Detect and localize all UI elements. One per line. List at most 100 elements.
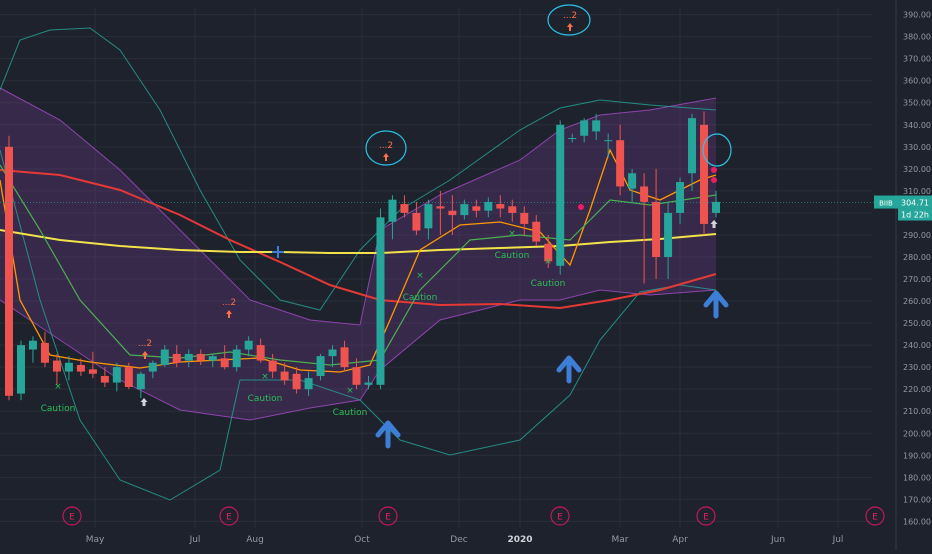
caution-label: Caution (495, 251, 530, 261)
candle[interactable] (76, 364, 85, 372)
candle[interactable] (40, 342, 49, 363)
time-axis[interactable]: May Jul Aug Oct Dec 2020 Mar Apr Jun Jul (86, 535, 844, 545)
candle[interactable] (640, 186, 649, 202)
highlight-circle-annotation (547, 4, 591, 36)
candle[interactable] (28, 340, 37, 350)
white-up-arrow-marker (710, 220, 718, 228)
caution-x-marker: × (54, 382, 62, 392)
y-tick-label: 310.00 (903, 187, 931, 196)
candle[interactable] (52, 360, 61, 372)
candle[interactable] (580, 120, 589, 136)
earnings-marker[interactable] (865, 506, 885, 526)
candle[interactable] (244, 340, 253, 350)
earnings-marker[interactable] (219, 506, 239, 526)
candle[interactable] (364, 382, 373, 385)
candle[interactable] (124, 367, 133, 387)
candle[interactable] (676, 182, 685, 213)
candle[interactable] (460, 204, 469, 216)
candle[interactable] (268, 360, 277, 372)
candle[interactable] (172, 353, 181, 363)
candle[interactable] (100, 375, 109, 383)
candle[interactable] (148, 362, 157, 372)
caution-label: Caution (41, 404, 76, 414)
caution-label: Caution (531, 279, 566, 289)
candle[interactable] (208, 356, 217, 361)
candle[interactable] (652, 201, 661, 257)
candle[interactable] (664, 212, 673, 257)
candle[interactable] (484, 201, 493, 211)
candle[interactable] (112, 367, 121, 383)
highlight-circle-annotation (702, 133, 732, 167)
candle[interactable] (472, 206, 481, 211)
ma-yellow-line (0, 229, 717, 254)
candle[interactable] (220, 358, 229, 368)
cross-marker (272, 246, 284, 258)
earnings-marker[interactable] (550, 506, 570, 526)
candles[interactable] (5, 111, 720, 401)
candle[interactable] (64, 362, 73, 372)
candle[interactable] (688, 118, 697, 174)
caution-x-marker: × (261, 372, 269, 382)
earnings-marker[interactable] (378, 506, 398, 526)
signal-label: ...2 (563, 11, 577, 21)
candle[interactable] (700, 124, 709, 224)
candle[interactable] (340, 347, 349, 368)
candle[interactable] (88, 369, 97, 374)
candle[interactable] (160, 349, 169, 365)
candle[interactable] (532, 221, 541, 242)
candle[interactable] (712, 201, 720, 213)
candle[interactable] (388, 199, 397, 222)
y-tick-label: 330.00 (903, 143, 931, 152)
y-tick-label: 170.00 (903, 495, 931, 504)
y-tick-label: 220.00 (903, 385, 931, 394)
candle[interactable] (184, 353, 193, 361)
candle[interactable] (400, 204, 409, 213)
signal-up-arrow (383, 153, 389, 161)
y-tick-label: 350.00 (903, 99, 931, 108)
candle[interactable] (376, 217, 385, 385)
y-tick-label: 240.00 (903, 341, 931, 350)
candle[interactable] (304, 378, 313, 390)
earnings-marker-label: E (872, 513, 878, 523)
caution-x-marker: × (508, 229, 516, 239)
candle[interactable] (328, 349, 337, 357)
y-tick-label: 230.00 (903, 363, 931, 372)
candle[interactable] (280, 371, 289, 381)
candle[interactable] (616, 140, 625, 187)
candle[interactable] (352, 367, 361, 385)
candle[interactable] (508, 206, 517, 213)
candle[interactable] (316, 356, 325, 376)
candle[interactable] (5, 146, 13, 396)
candle[interactable] (520, 212, 529, 224)
earnings-marker[interactable] (62, 506, 82, 526)
candle[interactable] (436, 206, 445, 209)
candle[interactable] (568, 138, 577, 139)
candle[interactable] (544, 243, 553, 262)
candle[interactable] (196, 353, 205, 361)
y-tick-label: 210.00 (903, 407, 931, 416)
candle[interactable] (556, 124, 565, 266)
signal-up-arrow (142, 351, 148, 359)
candle[interactable] (496, 204, 505, 209)
countdown-tag (898, 208, 932, 221)
candle[interactable] (256, 345, 265, 361)
y-tick-label: 370.00 (903, 55, 931, 64)
candle[interactable] (604, 140, 613, 142)
candle[interactable] (448, 210, 457, 216)
candle[interactable] (412, 212, 421, 231)
price-tag (898, 195, 932, 209)
candle[interactable] (136, 373, 145, 390)
candle[interactable] (628, 173, 637, 189)
highlight-circle-annotation (365, 130, 407, 166)
candle[interactable] (292, 373, 301, 390)
candle[interactable] (16, 345, 25, 394)
candle[interactable] (424, 204, 433, 229)
earnings-marker[interactable] (696, 506, 716, 526)
candle[interactable] (232, 349, 241, 368)
candle[interactable] (592, 120, 601, 132)
blue-up-arrow-annotation (556, 355, 582, 384)
